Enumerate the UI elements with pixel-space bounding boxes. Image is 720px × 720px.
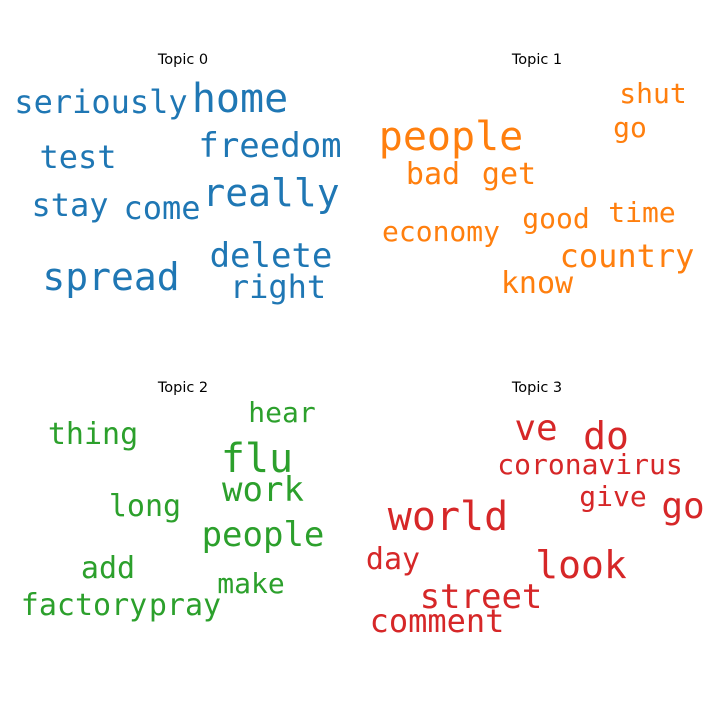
word-get: get — [481, 157, 537, 192]
word-go: go — [661, 486, 705, 527]
word-really: really — [202, 171, 340, 215]
word-come: come — [123, 189, 201, 227]
word-comment: comment — [369, 602, 505, 640]
word-time: time — [608, 196, 676, 229]
word-stay: stay — [31, 186, 109, 224]
word-delete: delete — [209, 236, 333, 276]
word-do: do — [583, 414, 629, 458]
word-country: country — [559, 237, 695, 275]
word-ve: ve — [514, 408, 558, 449]
word-street: street — [419, 577, 543, 617]
word-right: right — [229, 268, 327, 306]
word-shut: shut — [619, 77, 687, 110]
word-factory: factory — [20, 588, 148, 623]
word-add: add — [80, 551, 136, 586]
panel-title: Topic 3 — [511, 380, 563, 396]
word-long: long — [108, 489, 182, 524]
word-hear: hear — [248, 396, 316, 429]
word-people: people — [201, 515, 325, 555]
word-pray: pray — [148, 588, 222, 623]
word-look: look — [535, 543, 627, 587]
word-freedom: freedom — [198, 126, 342, 166]
word-bad: bad — [405, 157, 461, 192]
word-thing: thing — [47, 417, 139, 452]
word-spread: spread — [42, 255, 180, 299]
word-seriously: seriously — [14, 83, 188, 121]
word-economy: economy — [381, 215, 501, 248]
panel-title: Topic 1 — [511, 52, 563, 68]
word-work: work — [222, 470, 304, 510]
word-good: good — [522, 202, 590, 235]
word-coronavirus: coronavirus — [497, 448, 683, 481]
word-give: give — [579, 480, 647, 513]
word-people: people — [378, 114, 524, 160]
word-make: make — [217, 567, 285, 600]
word-world: world — [387, 494, 509, 540]
word-flu: flu — [220, 436, 294, 482]
word-home: home — [191, 76, 289, 122]
word-test: test — [39, 138, 117, 176]
panel-title: Topic 2 — [157, 380, 209, 396]
word-day: day — [365, 542, 421, 577]
panel-title: Topic 0 — [157, 52, 209, 68]
word-know: know — [500, 266, 574, 301]
word-go: go — [613, 111, 647, 144]
